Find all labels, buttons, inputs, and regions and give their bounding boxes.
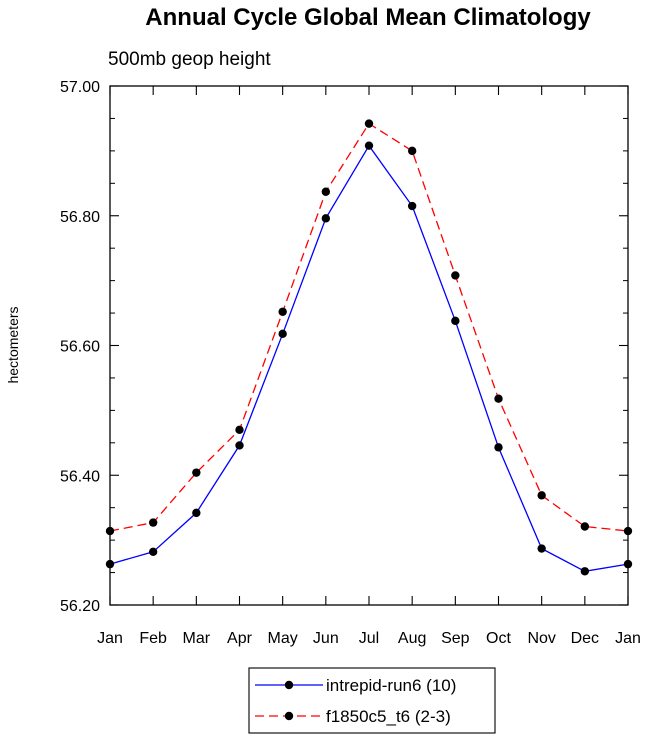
legend-marker-2	[284, 711, 294, 721]
x-tick-label: Apr	[227, 630, 253, 647]
series-1-point	[235, 441, 244, 450]
x-tick-label: Aug	[398, 630, 426, 647]
series-2-point	[451, 271, 460, 280]
x-tick-label: Oct	[486, 630, 511, 647]
y-tick-label: 56.60	[60, 339, 100, 356]
plot-frame	[109, 85, 629, 606]
y-axis-label: hectometers	[5, 306, 21, 383]
x-tick-label: Jun	[313, 630, 339, 647]
series-2-point	[148, 518, 158, 527]
series-line-2	[109, 122, 629, 532]
series-1-point	[192, 508, 201, 518]
legend-label-2: f1850c5_t6 (2-3)	[326, 707, 451, 726]
y-tick-label: 57.00	[60, 79, 100, 96]
legend-box	[248, 667, 496, 734]
series-1-point	[364, 141, 374, 150]
x-tick-label: Dec	[571, 630, 599, 647]
x-tick-label: May	[268, 630, 298, 647]
y-tick-label: 56.40	[60, 468, 100, 485]
series-line-1	[109, 144, 629, 572]
legend-marker-1	[284, 680, 294, 690]
chart-title: Annual Cycle Global Mean Climatology	[145, 4, 591, 31]
y-tick-label: 56.20	[60, 598, 100, 615]
series-2-point	[537, 491, 546, 500]
series-1-point	[537, 544, 546, 553]
x-tick-label: Jan	[97, 630, 123, 647]
series-1-point	[105, 559, 115, 569]
series-2-point	[278, 307, 287, 316]
series-2-point	[407, 146, 417, 156]
x-tick-label: Nov	[527, 630, 555, 647]
x-tick-label: Jan	[615, 630, 641, 647]
series-2-point	[580, 522, 590, 531]
series-1-point	[580, 567, 590, 576]
series-1-point	[451, 316, 460, 326]
chart-subtitle: 500mb geop height	[108, 49, 271, 70]
series-2-point	[321, 187, 331, 196]
plot-area: 56.20 56.40 56.60 56.80 57.00 Jan Feb Mar Apr May…	[60, 79, 641, 647]
series-1-point	[494, 443, 503, 452]
series-1-point	[407, 201, 417, 211]
x-tick-label: Sep	[441, 630, 470, 647]
legend-label-1: intrepid-run6 (10)	[326, 676, 456, 695]
series-1-point	[278, 329, 287, 339]
series-2-point	[623, 526, 633, 536]
series-2-point	[494, 394, 503, 403]
x-tick-label: Mar	[183, 630, 211, 647]
x-tick-label: Jul	[359, 630, 379, 647]
legend: intrepid-run6 (10) f1850c5_t6 (2-3)	[248, 667, 496, 734]
x-tick-label: Feb	[139, 630, 167, 647]
series-2-point	[192, 468, 201, 477]
series-2-point	[364, 119, 374, 128]
series-1-point	[321, 214, 331, 223]
series-1-point	[148, 547, 158, 557]
series-2-point	[105, 526, 115, 536]
y-tick-label: 56.80	[60, 209, 100, 226]
series-2-point	[235, 425, 244, 435]
series-1-point	[623, 559, 633, 569]
